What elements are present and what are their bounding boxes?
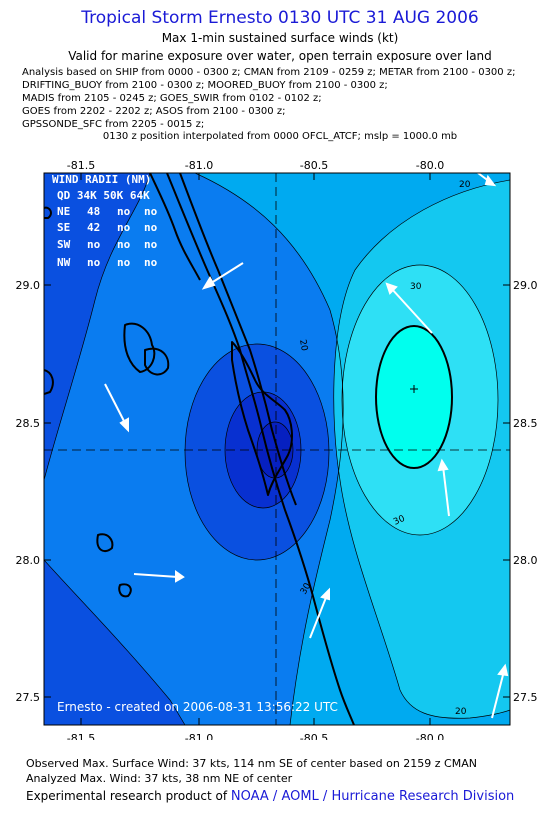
chart-subtitle: Max 1-min sustained surface winds (kt) xyxy=(161,31,399,45)
plot-frame xyxy=(43,172,511,726)
wind-band-10-15-southwest xyxy=(44,560,185,725)
storm-center-crosshair xyxy=(44,173,510,725)
analysis-sources: Analysis based on SHIP from 0000 - 0300 … xyxy=(22,66,552,131)
position-note: 0130 z position interpolated from 0000 O… xyxy=(102,131,458,142)
lake xyxy=(44,369,54,395)
wind-radii-quadrant: SW xyxy=(57,238,71,251)
contour-label: 30 xyxy=(410,282,422,292)
contour-label: 20 xyxy=(297,339,309,352)
wind-vector-arrow xyxy=(201,262,244,290)
wind-field: 20 20 30 30 20 30 WIND RADII (NM) QD 34K… xyxy=(44,173,510,725)
wind-radii-64kt: no xyxy=(144,221,158,234)
analyzed-max-wind: Analyzed Max. Wind: 37 kts, 38 nm NE of … xyxy=(26,772,293,785)
wind-radii-34kt: no xyxy=(87,256,101,269)
lat-tick-label-left: 28.5 xyxy=(16,417,41,430)
analysis-line: DRIFTING_BUOY from 2100 - 0300 z; MOORED… xyxy=(22,80,388,91)
wind-radii-row: NE 48 no no xyxy=(57,205,158,218)
wind-radii-64kt: no xyxy=(144,256,158,269)
max-wind-contour xyxy=(375,325,453,469)
lake xyxy=(123,322,156,373)
lat-tick-label-left: 27.5 xyxy=(16,691,41,704)
credit-line: Experimental research product of NOAA / … xyxy=(26,789,514,804)
wind-radii-64kt: no xyxy=(144,238,158,251)
coastline-barrier xyxy=(179,173,297,506)
analysis-line: Analysis based on SHIP from 0000 - 0300 … xyxy=(22,67,516,78)
coastline-inlet xyxy=(149,173,201,281)
wind-radii-row: SW no no no xyxy=(57,238,158,251)
wind-radii-34kt: 42 xyxy=(87,221,100,234)
credit-prefix: Experimental research product of xyxy=(26,789,231,803)
wind-radii-quadrant: NW xyxy=(57,256,71,269)
contour-line xyxy=(44,173,151,481)
wind-maximum-marker xyxy=(410,385,418,393)
lon-tick-label-bottom: -80.0 xyxy=(416,732,444,740)
wind-radii-row: NW no no no xyxy=(57,256,158,269)
wind-radii-quadrant: SE xyxy=(57,221,70,234)
contour-label: 30 xyxy=(392,514,407,528)
wind-vector-arrow xyxy=(309,587,330,639)
coastline-mainland xyxy=(166,173,355,725)
lon-tick-label-top: -80.0 xyxy=(416,159,444,172)
coastline xyxy=(44,173,355,725)
lon-tick-label-top: -81.0 xyxy=(185,159,213,172)
axis-tick-labels: -81.5 -81.0 -80.5 -80.0 -81.5 -81.0 -80.… xyxy=(16,159,538,740)
wind-vector-arrow xyxy=(104,383,129,433)
lake xyxy=(118,583,132,598)
lake xyxy=(96,533,114,553)
wind-vector-arrow xyxy=(491,663,509,719)
wind-vector-arrow xyxy=(477,173,497,187)
analysis-line: GPSSONDE_SFC from 2205 - 0015 z; xyxy=(22,119,205,130)
wind-radii-row: SE 42 no no xyxy=(57,221,158,234)
wind-radii-quadrant: NE xyxy=(57,205,70,218)
coastline-cape xyxy=(231,341,293,496)
contour-line xyxy=(44,559,186,725)
wind-band-10-15-west xyxy=(44,173,150,480)
contour-line xyxy=(341,264,499,536)
contour-label: 20 xyxy=(459,180,471,190)
lat-tick-label-right: 29.0 xyxy=(513,279,538,292)
wind-radii-columns: QD 34K 50K 64K xyxy=(57,189,150,202)
lon-tick-label-top: -81.5 xyxy=(67,159,95,172)
wind-radii-50kt: no xyxy=(117,256,131,269)
axis-ticks xyxy=(44,173,510,725)
lon-tick-label-bottom: -80.5 xyxy=(300,732,328,740)
wind-vector-arrow xyxy=(133,570,185,583)
created-note: Ernesto - created on 2006-08-31 13:56:22… xyxy=(57,700,338,714)
wind-band-35-plus xyxy=(376,326,452,468)
analysis-line: GOES from 2202 - 2202 z; ASOS from 2100 … xyxy=(22,106,286,117)
wind-radii-34kt: no xyxy=(87,238,101,251)
lat-tick-label-left: 29.0 xyxy=(16,279,41,292)
lat-tick-label-left: 28.0 xyxy=(16,554,41,567)
contour-line xyxy=(333,179,510,719)
lake xyxy=(144,347,170,376)
wind-radii-34kt: 48 xyxy=(87,205,100,218)
lat-tick-label-right: 27.5 xyxy=(513,691,538,704)
wind-analysis-map: 20 20 30 30 20 30 WIND RADII (NM) QD 34K… xyxy=(16,159,538,740)
wind-vector-arrow xyxy=(385,282,433,334)
lon-tick-label-bottom: -81.0 xyxy=(185,732,213,740)
wind-radii-table: WIND RADII (NM) QD 34K 50K 64K NE 48 no … xyxy=(52,173,158,269)
credit-org-link[interactable]: NOAA / AOML / Hurricane Research Divisio… xyxy=(230,789,515,804)
lat-tick-label-right: 28.0 xyxy=(513,554,538,567)
wind-radii-50kt: no xyxy=(117,221,131,234)
wind-radii-50kt: no xyxy=(117,238,131,251)
contour-label: 20 xyxy=(455,707,467,717)
wind-vectors xyxy=(104,173,509,719)
chart-title: Tropical Storm Ernesto 0130 UTC 31 AUG 2… xyxy=(81,8,479,28)
lon-tick-label-top: -80.5 xyxy=(300,159,328,172)
wind-radii-50kt: no xyxy=(117,205,131,218)
lat-tick-label-right: 28.5 xyxy=(513,417,538,430)
validity-note: Valid for marine exposure over water, op… xyxy=(68,49,492,63)
lon-tick-label-bottom: -81.5 xyxy=(67,732,95,740)
contour-line xyxy=(194,173,344,725)
wind-radii-64kt: no xyxy=(144,205,158,218)
wind-radii-header: WIND RADII (NM) xyxy=(52,173,151,186)
contour-line xyxy=(184,343,330,561)
lake xyxy=(44,206,52,219)
wind-vector-arrow xyxy=(437,458,450,517)
analysis-line: MADIS from 2105 - 0245 z; GOES_SWIR from… xyxy=(22,93,322,104)
observed-max-wind: Observed Max. Surface Wind: 37 kts, 114 … xyxy=(26,757,477,770)
